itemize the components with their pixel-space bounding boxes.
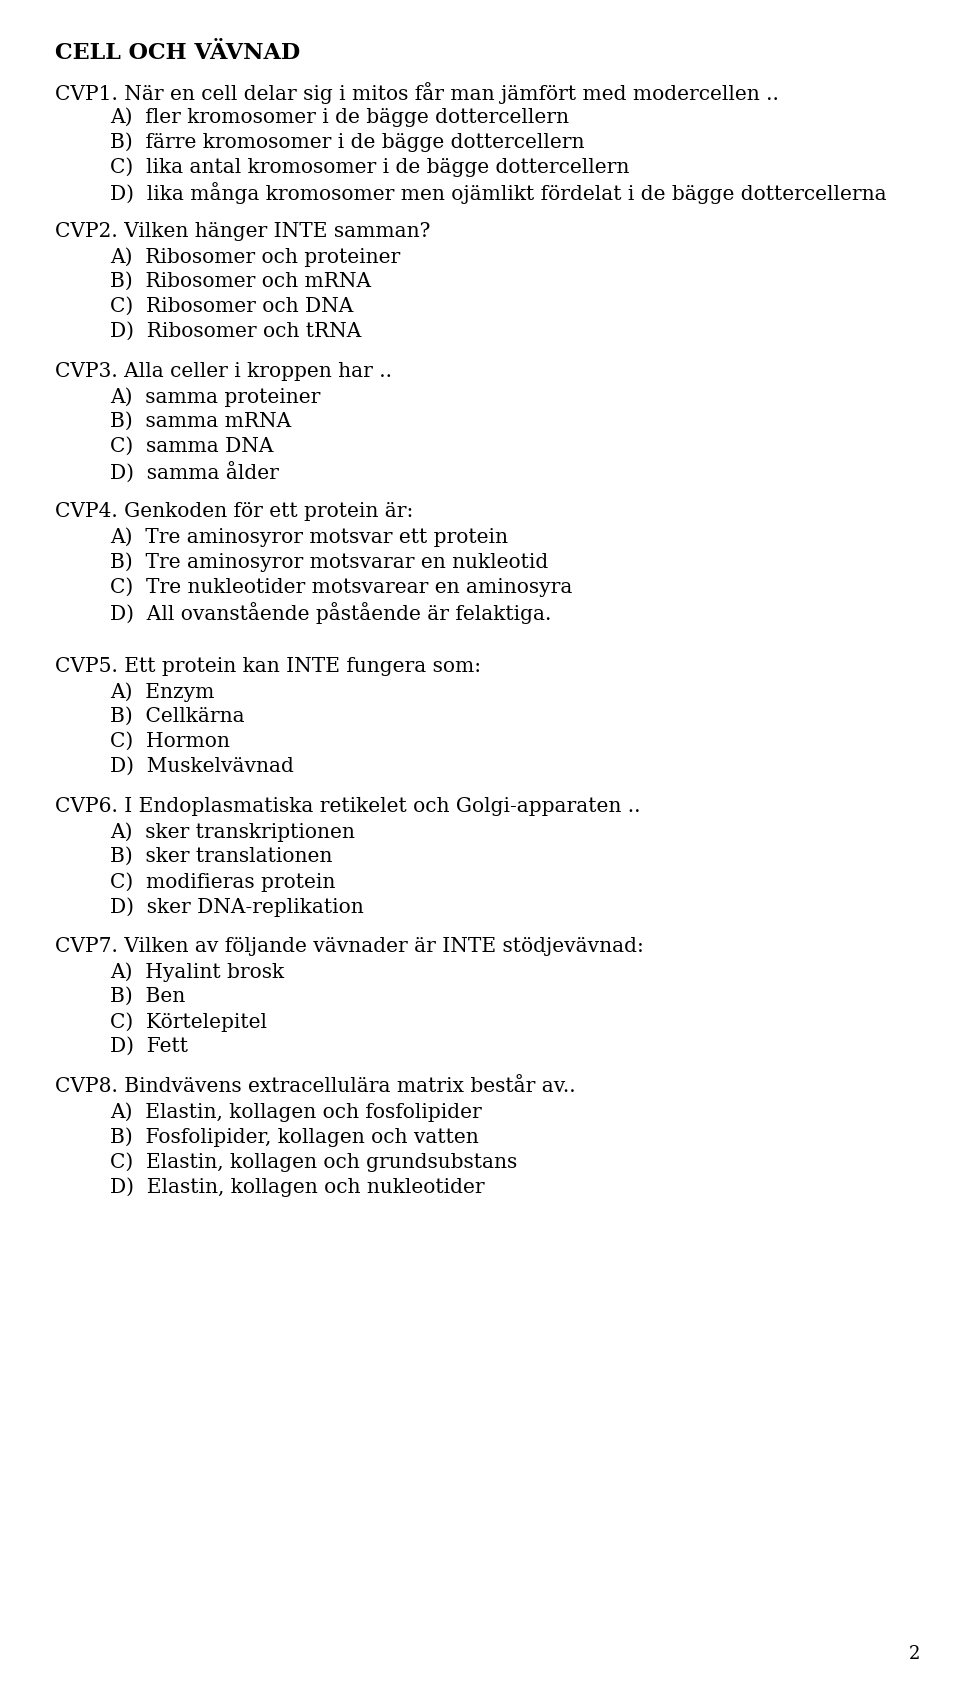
Text: C)  lika antal kromosomer i de bägge dottercellern: C) lika antal kromosomer i de bägge dott…: [110, 157, 630, 176]
Text: B)  Cellkärna: B) Cellkärna: [110, 708, 245, 726]
Text: A)  Elastin, kollagen och fosfolipider: A) Elastin, kollagen och fosfolipider: [110, 1102, 482, 1122]
Text: D)  lika många kromosomer men ojämlikt fördelat i de bägge dottercellerna: D) lika många kromosomer men ojämlikt fö…: [110, 183, 887, 203]
Text: CVP7. Vilken av följande vävnader är INTE stödjevävnad:: CVP7. Vilken av följande vävnader är INT…: [55, 936, 644, 957]
Text: B)  Ribosomer och mRNA: B) Ribosomer och mRNA: [110, 273, 372, 291]
Text: CVP5. Ett protein kan INTE fungera som:: CVP5. Ett protein kan INTE fungera som:: [55, 657, 481, 676]
Text: D)  Ribosomer och tRNA: D) Ribosomer och tRNA: [110, 322, 361, 340]
Text: CELL OCH VÄVNAD: CELL OCH VÄVNAD: [55, 42, 300, 64]
Text: C)  samma DNA: C) samma DNA: [110, 437, 274, 455]
Text: C)  Elastin, kollagen och grundsubstans: C) Elastin, kollagen och grundsubstans: [110, 1151, 517, 1172]
Text: B)  sker translationen: B) sker translationen: [110, 846, 332, 867]
Text: 2: 2: [908, 1646, 920, 1663]
Text: C)  Tre nukleotider motsvarear en aminosyra: C) Tre nukleotider motsvarear en aminosy…: [110, 577, 572, 596]
Text: D)  Muskelvävnad: D) Muskelvävnad: [110, 757, 294, 775]
Text: D)  All ovanstående påstående är felaktiga.: D) All ovanstående påstående är felaktig…: [110, 603, 551, 625]
Text: C)  Hormon: C) Hormon: [110, 731, 229, 752]
Text: A)  sker transkriptionen: A) sker transkriptionen: [110, 823, 355, 841]
Text: D)  sker DNA-replikation: D) sker DNA-replikation: [110, 897, 364, 916]
Text: A)  samma proteiner: A) samma proteiner: [110, 388, 321, 406]
Text: C)  modifieras protein: C) modifieras protein: [110, 872, 335, 892]
Text: CVP3. Alla celler i kroppen har ..: CVP3. Alla celler i kroppen har ..: [55, 362, 392, 381]
Text: C)  Ribosomer och DNA: C) Ribosomer och DNA: [110, 296, 353, 317]
Text: B)  Tre aminosyror motsvarar en nukleotid: B) Tre aminosyror motsvarar en nukleotid: [110, 552, 548, 572]
Text: C)  Körtelepitel: C) Körtelepitel: [110, 1012, 267, 1031]
Text: A)  Ribosomer och proteiner: A) Ribosomer och proteiner: [110, 247, 400, 267]
Text: A)  fler kromosomer i de bägge dottercellern: A) fler kromosomer i de bägge dottercell…: [110, 107, 569, 127]
Text: A)  Tre aminosyror motsvar ett protein: A) Tre aminosyror motsvar ett protein: [110, 527, 508, 547]
Text: D)  Elastin, kollagen och nukleotider: D) Elastin, kollagen och nukleotider: [110, 1177, 485, 1197]
Text: A)  Enzym: A) Enzym: [110, 682, 214, 701]
Text: D)  Fett: D) Fett: [110, 1038, 188, 1056]
Text: B)  Ben: B) Ben: [110, 987, 185, 1006]
Text: CVP6. I Endoplasmatiska retikelet och Golgi-apparaten ..: CVP6. I Endoplasmatiska retikelet och Go…: [55, 797, 640, 816]
Text: B)  färre kromosomer i de bägge dottercellern: B) färre kromosomer i de bägge dottercel…: [110, 132, 585, 152]
Text: A)  Hyalint brosk: A) Hyalint brosk: [110, 962, 284, 982]
Text: CVP8. Bindvävens extracellulära matrix består av..: CVP8. Bindvävens extracellulära matrix b…: [55, 1077, 576, 1095]
Text: D)  samma ålder: D) samma ålder: [110, 462, 278, 483]
Text: CVP1. När en cell delar sig i mitos får man jämfört med modercellen ..: CVP1. När en cell delar sig i mitos får …: [55, 81, 779, 103]
Text: B)  Fosfolipider, kollagen och vatten: B) Fosfolipider, kollagen och vatten: [110, 1128, 479, 1146]
Text: CVP4. Genkoden för ett protein är:: CVP4. Genkoden för ett protein är:: [55, 503, 414, 521]
Text: B)  samma mRNA: B) samma mRNA: [110, 411, 291, 432]
Text: CVP2. Vilken hänger INTE samman?: CVP2. Vilken hänger INTE samman?: [55, 222, 430, 240]
